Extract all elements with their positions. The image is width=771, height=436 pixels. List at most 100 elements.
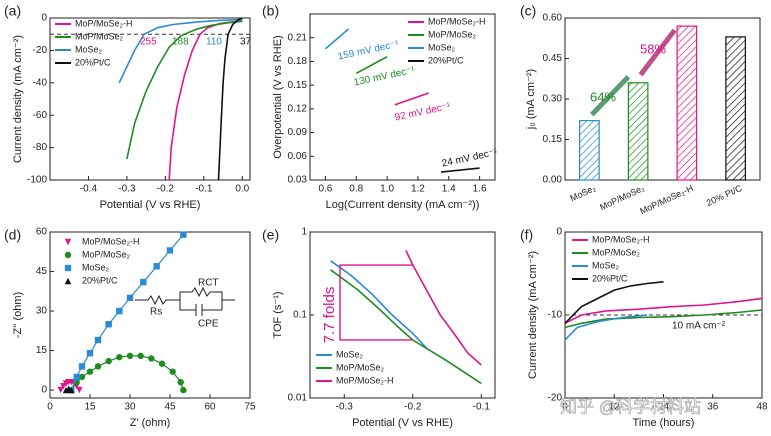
- x-tick-label: -0.3: [118, 184, 136, 195]
- point: [86, 350, 94, 357]
- legend-label: 20%Pt/C: [75, 57, 111, 67]
- series-line: [564, 281, 664, 324]
- series-line: [564, 297, 763, 325]
- y-tick-label: -60: [33, 110, 48, 121]
- series-line: [118, 18, 243, 84]
- point: [169, 368, 176, 375]
- legend-label: MoP/MoSe₂: [428, 29, 477, 39]
- circuit-wire: [135, 286, 235, 316]
- x-tick-label: 48: [756, 402, 768, 413]
- series-line: [330, 269, 482, 385]
- x-tick-label: MoP/MoSe₂-H: [638, 183, 694, 216]
- point: [78, 363, 86, 370]
- y-tick-label: 45: [36, 266, 48, 277]
- x-tick-label: -0.4: [80, 184, 98, 195]
- bar: [579, 119, 600, 181]
- y-tick-label: 0.15: [288, 80, 308, 91]
- legend-marker: [64, 251, 72, 259]
- legend-label: MoP/MoSe₂-H: [592, 234, 650, 244]
- legend-label: MoP/MoSe₂-H: [75, 18, 133, 28]
- x-tick-label: 1.2: [411, 184, 425, 195]
- annotation: 58%: [640, 41, 666, 56]
- bar: [627, 82, 649, 181]
- circuit: [135, 286, 235, 316]
- annotation: 64%: [590, 89, 616, 104]
- panel-label: (f): [520, 227, 533, 243]
- x-axis-label: Time (hours): [633, 417, 695, 429]
- point: [86, 368, 94, 375]
- y-tick-label: 0.12: [288, 103, 308, 114]
- y-tick-label: -10: [548, 310, 563, 321]
- arrow: [590, 75, 631, 117]
- series-line: [330, 260, 428, 349]
- y-tick-label: 0.60: [543, 13, 563, 24]
- legend-label: MoP/MoSe₂: [592, 247, 641, 257]
- point: [76, 386, 83, 394]
- y-tick-label: 0: [41, 385, 47, 396]
- panel-label: (d): [4, 227, 21, 243]
- x-tick-label: 20% Pt/C: [705, 183, 744, 208]
- x-tick-label: -0.2: [404, 402, 422, 413]
- legend-label: MoP/MoSe₂-H: [336, 375, 394, 385]
- x-tick-label: 0.8: [349, 184, 363, 195]
- x-axis-label: Log(Current density (mA cm⁻²)): [326, 199, 480, 211]
- y-tick-label: 0.15: [543, 134, 563, 145]
- y-tick-label: 30: [36, 306, 48, 317]
- panel-label: (c): [520, 3, 536, 19]
- x-axis-label: Potential (V vs RHE): [352, 417, 453, 429]
- annotation: 130 mV dec⁻¹: [353, 65, 417, 89]
- point: [126, 294, 134, 302]
- y-tick-label: -20: [548, 393, 563, 404]
- legend-label: MoSe₂: [428, 42, 456, 52]
- point: [158, 360, 166, 367]
- x-tick-label: -0.1: [195, 184, 213, 195]
- y-tick-label: 0.21: [288, 32, 308, 43]
- series-line: [564, 314, 648, 341]
- series-line: [394, 92, 429, 106]
- annotation: 24 mV dec⁻¹: [441, 147, 499, 170]
- y-tick-label: 0: [41, 13, 47, 24]
- watermark: 知乎 @科学材料站: [560, 397, 701, 416]
- point: [57, 386, 64, 394]
- annotation: 7.7 folds: [321, 287, 338, 344]
- series-line: [324, 28, 350, 50]
- x-tick-label: 0: [562, 402, 568, 413]
- point: [180, 386, 187, 394]
- circuit-label: RCT: [198, 278, 219, 289]
- x-tick-label: 30: [124, 402, 136, 413]
- point: [137, 352, 144, 360]
- y-tick-label: 60: [36, 227, 48, 238]
- point: [153, 263, 160, 270]
- x-tick-label: -0.2: [157, 184, 175, 195]
- legend-label: MoP/MoSe₂: [336, 362, 385, 372]
- annotation: 10 mA cm⁻²: [672, 321, 726, 332]
- x-tick-label: 0.6: [318, 184, 332, 195]
- x-tick-label: -0.3: [336, 402, 354, 413]
- legend-label: 20%Pt/C: [82, 275, 118, 285]
- legend-label: MoP/MoSe₂-H: [428, 16, 486, 26]
- y-tick-label: 0.00: [543, 175, 563, 186]
- bar: [725, 36, 746, 181]
- legend-label: MoP/MoSe₂: [75, 31, 124, 41]
- fold-bracket: [339, 264, 413, 341]
- x-axis-label: Potential (V vs RHE): [100, 199, 201, 211]
- point: [140, 278, 147, 286]
- x-tick-label: 0: [47, 402, 53, 413]
- circuit-label: Rs: [150, 307, 162, 318]
- point: [177, 378, 184, 386]
- point: [94, 363, 102, 370]
- y-tick-label: 0.03: [288, 175, 308, 186]
- y-tick-label: 0.06: [288, 151, 308, 162]
- y-tick-label: 0.18: [288, 56, 308, 67]
- y-tick-label: 0: [556, 227, 562, 238]
- series-line: [440, 167, 480, 173]
- y-tick-label: -80: [33, 142, 48, 153]
- y-tick-label: 0.1: [293, 310, 307, 321]
- x-tick-label: 75: [244, 402, 256, 413]
- legend-label: 20%Pt/C: [592, 273, 628, 283]
- panel-label: (b): [262, 3, 279, 19]
- y-tick-label: -20: [33, 45, 48, 56]
- annotation: 188: [172, 37, 189, 48]
- x-tick-label: 12: [609, 402, 621, 413]
- y-axis-label: Current density (mA cm⁻²): [12, 35, 24, 163]
